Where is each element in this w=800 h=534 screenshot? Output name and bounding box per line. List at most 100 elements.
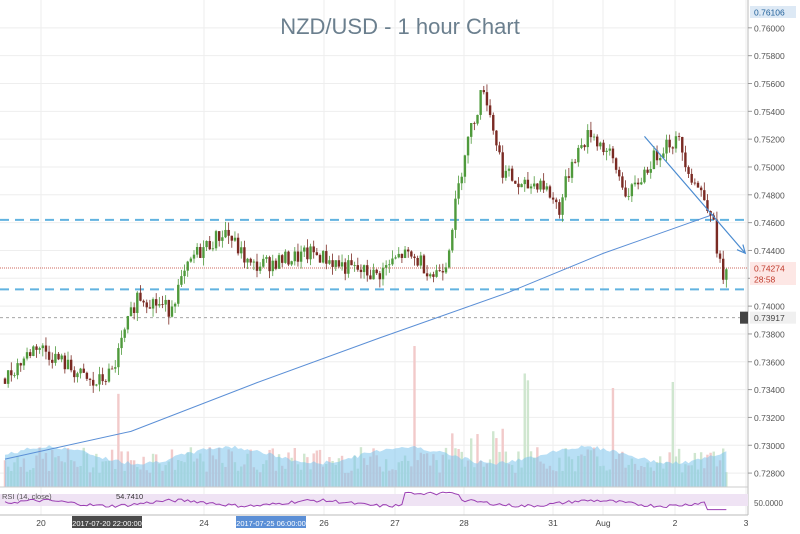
candle-body: [636, 182, 640, 185]
candle-body: [38, 348, 41, 350]
candle-body: [192, 254, 196, 259]
candle-body: [570, 161, 574, 178]
candle-body: [243, 247, 246, 263]
time-axis-label: 3: [744, 518, 749, 528]
candle-body: [618, 169, 621, 177]
candle-body: [438, 270, 441, 272]
candle-body: [13, 375, 16, 376]
candle-body: [696, 182, 700, 188]
candle-body: [252, 261, 256, 263]
rsi-line: [4, 491, 727, 511]
candle-body: [533, 183, 536, 187]
candle-body: [293, 251, 296, 262]
candle-body: [485, 92, 489, 106]
candle-body: [85, 372, 89, 379]
candle-body: [366, 265, 369, 276]
candle-body: [236, 237, 240, 254]
volume-bar: [495, 438, 498, 487]
candle-body: [460, 176, 463, 184]
candle-body: [577, 147, 580, 163]
candle-body: [488, 105, 492, 115]
candle-body: [211, 248, 215, 250]
candle-body: [262, 258, 265, 267]
price-axis-label: 0.75600: [754, 79, 785, 89]
candle-body: [608, 148, 611, 151]
candle-body: [640, 182, 643, 185]
candle-body: [558, 202, 561, 215]
candle-body: [183, 270, 186, 277]
candle-body: [44, 345, 48, 352]
candle-body: [407, 249, 410, 252]
rsi-value: 54.7410: [116, 492, 143, 501]
time-highlight-label: 2017-07-25 06:00:00: [236, 519, 306, 528]
volume-bar: [611, 387, 615, 487]
candle-body: [6, 370, 10, 384]
candle-body: [514, 180, 517, 184]
candle-body: [3, 378, 7, 384]
candle-body: [529, 186, 533, 189]
candle-body: [309, 246, 312, 260]
candle-body: [101, 374, 104, 382]
candle-body: [328, 260, 331, 264]
candle-body: [725, 269, 728, 280]
candle-body: [671, 147, 674, 149]
candle-body: [334, 260, 337, 267]
candle-body: [139, 292, 142, 301]
candle-body: [479, 90, 482, 115]
candle-body: [451, 229, 454, 251]
candle-body: [325, 251, 328, 264]
candle-body: [548, 186, 552, 198]
candle-body: [290, 261, 293, 265]
candle-body: [722, 258, 725, 280]
candle-body: [35, 346, 38, 350]
candle-body: [202, 247, 205, 258]
candle-body: [567, 176, 571, 178]
candle-body: [51, 359, 54, 363]
candle-body: [303, 247, 306, 252]
price-axis-label: 0.74600: [754, 218, 785, 228]
time-highlight-label: 2017-07-20 22:00:00: [72, 519, 142, 528]
volume-bar: [492, 431, 495, 487]
candle-body: [413, 256, 416, 259]
candle-body: [57, 353, 60, 360]
candle-body: [416, 258, 419, 266]
candle-body: [54, 353, 57, 363]
price-axis-label: 0.74800: [754, 190, 785, 200]
candle-body: [425, 273, 429, 277]
candle-body: [189, 258, 193, 262]
candle-body: [596, 136, 599, 147]
candle-body: [447, 250, 451, 268]
candle-body: [466, 136, 470, 156]
candle-body: [602, 142, 605, 153]
candle-body: [706, 200, 709, 212]
candle-body: [564, 176, 567, 198]
volume-bar: [526, 380, 530, 487]
candle-body: [136, 292, 139, 313]
reference-tag-marker: [740, 311, 748, 324]
candle-body: [155, 299, 158, 306]
candle-body: [633, 182, 637, 185]
candle-body: [29, 352, 32, 356]
trend-line: [643, 135, 746, 254]
candle-body: [378, 273, 382, 280]
candle-body: [126, 316, 130, 330]
candle-body: [504, 170, 508, 178]
candle-body: [586, 130, 589, 148]
candle-body: [498, 145, 501, 153]
candle-body: [306, 247, 309, 260]
candle-body: [142, 300, 145, 303]
candle-body: [224, 229, 227, 238]
candle-body: [41, 345, 44, 349]
candle-body: [611, 148, 615, 159]
candle-body: [255, 261, 259, 271]
candle-body: [148, 307, 152, 309]
candle-body: [208, 240, 211, 250]
candle-body: [312, 246, 315, 253]
candle-body: [120, 337, 123, 349]
candle-body: [492, 114, 495, 131]
candle-body: [173, 303, 177, 307]
candle-body: [337, 260, 341, 267]
candle-body: [501, 152, 504, 178]
candle-body: [79, 368, 82, 374]
